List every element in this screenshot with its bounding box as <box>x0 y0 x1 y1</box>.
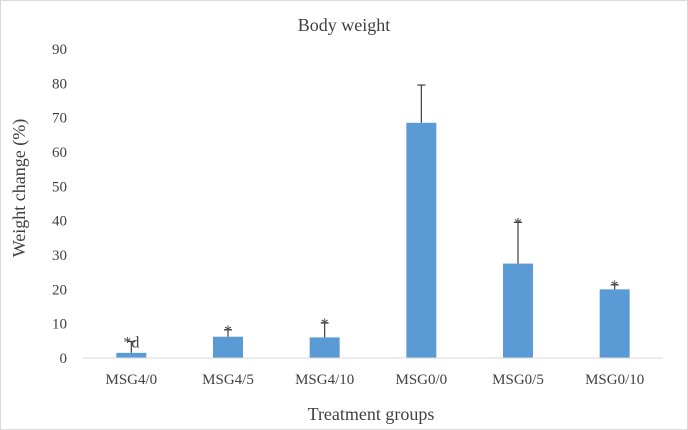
bar-series <box>116 122 630 358</box>
x-axis-title: Treatment groups <box>308 404 435 424</box>
bar <box>406 122 437 358</box>
y-tick-label: 80 <box>52 76 67 92</box>
bar <box>116 352 147 358</box>
y-axis-ticks: 0 10 20 30 40 50 60 70 80 90 <box>52 42 67 367</box>
significance-marker: *d <box>123 335 139 352</box>
y-tick-label: 20 <box>52 282 67 298</box>
significance-annotations: *d * * * * <box>123 215 618 351</box>
bar <box>503 263 533 358</box>
x-tick-label: MSG4/10 <box>295 372 354 388</box>
y-tick-label: 0 <box>60 351 68 367</box>
y-tick-label: 70 <box>52 111 67 127</box>
x-tick-label: MSG4/0 <box>105 372 157 388</box>
y-tick-label: 60 <box>52 145 67 161</box>
significance-marker: * <box>611 278 619 295</box>
x-tick-label: MSG0/10 <box>585 372 644 388</box>
error-bars <box>127 84 619 353</box>
y-tick-label: 40 <box>52 214 67 230</box>
y-tick-label: 50 <box>52 179 67 195</box>
chart-title: Body weight <box>298 15 391 35</box>
bar <box>309 337 340 358</box>
x-tick-label: MSG4/5 <box>202 372 254 388</box>
significance-marker: * <box>224 323 232 340</box>
y-tick-label: 90 <box>52 42 67 58</box>
significance-marker: * <box>321 316 329 333</box>
x-tick-label: MSG0/0 <box>395 372 447 388</box>
y-tick-label: 30 <box>52 248 67 264</box>
bar <box>213 336 243 358</box>
y-axis-title: Weight change (%) <box>9 119 30 258</box>
y-tick-label: 10 <box>52 317 67 333</box>
bar <box>599 289 630 358</box>
x-axis-ticks: MSG4/0 MSG4/5 MSG4/10 MSG0/0 MSG0/5 MSG0/10 <box>105 372 644 388</box>
x-tick-label: MSG0/5 <box>492 372 544 388</box>
significance-marker: * <box>514 215 522 232</box>
